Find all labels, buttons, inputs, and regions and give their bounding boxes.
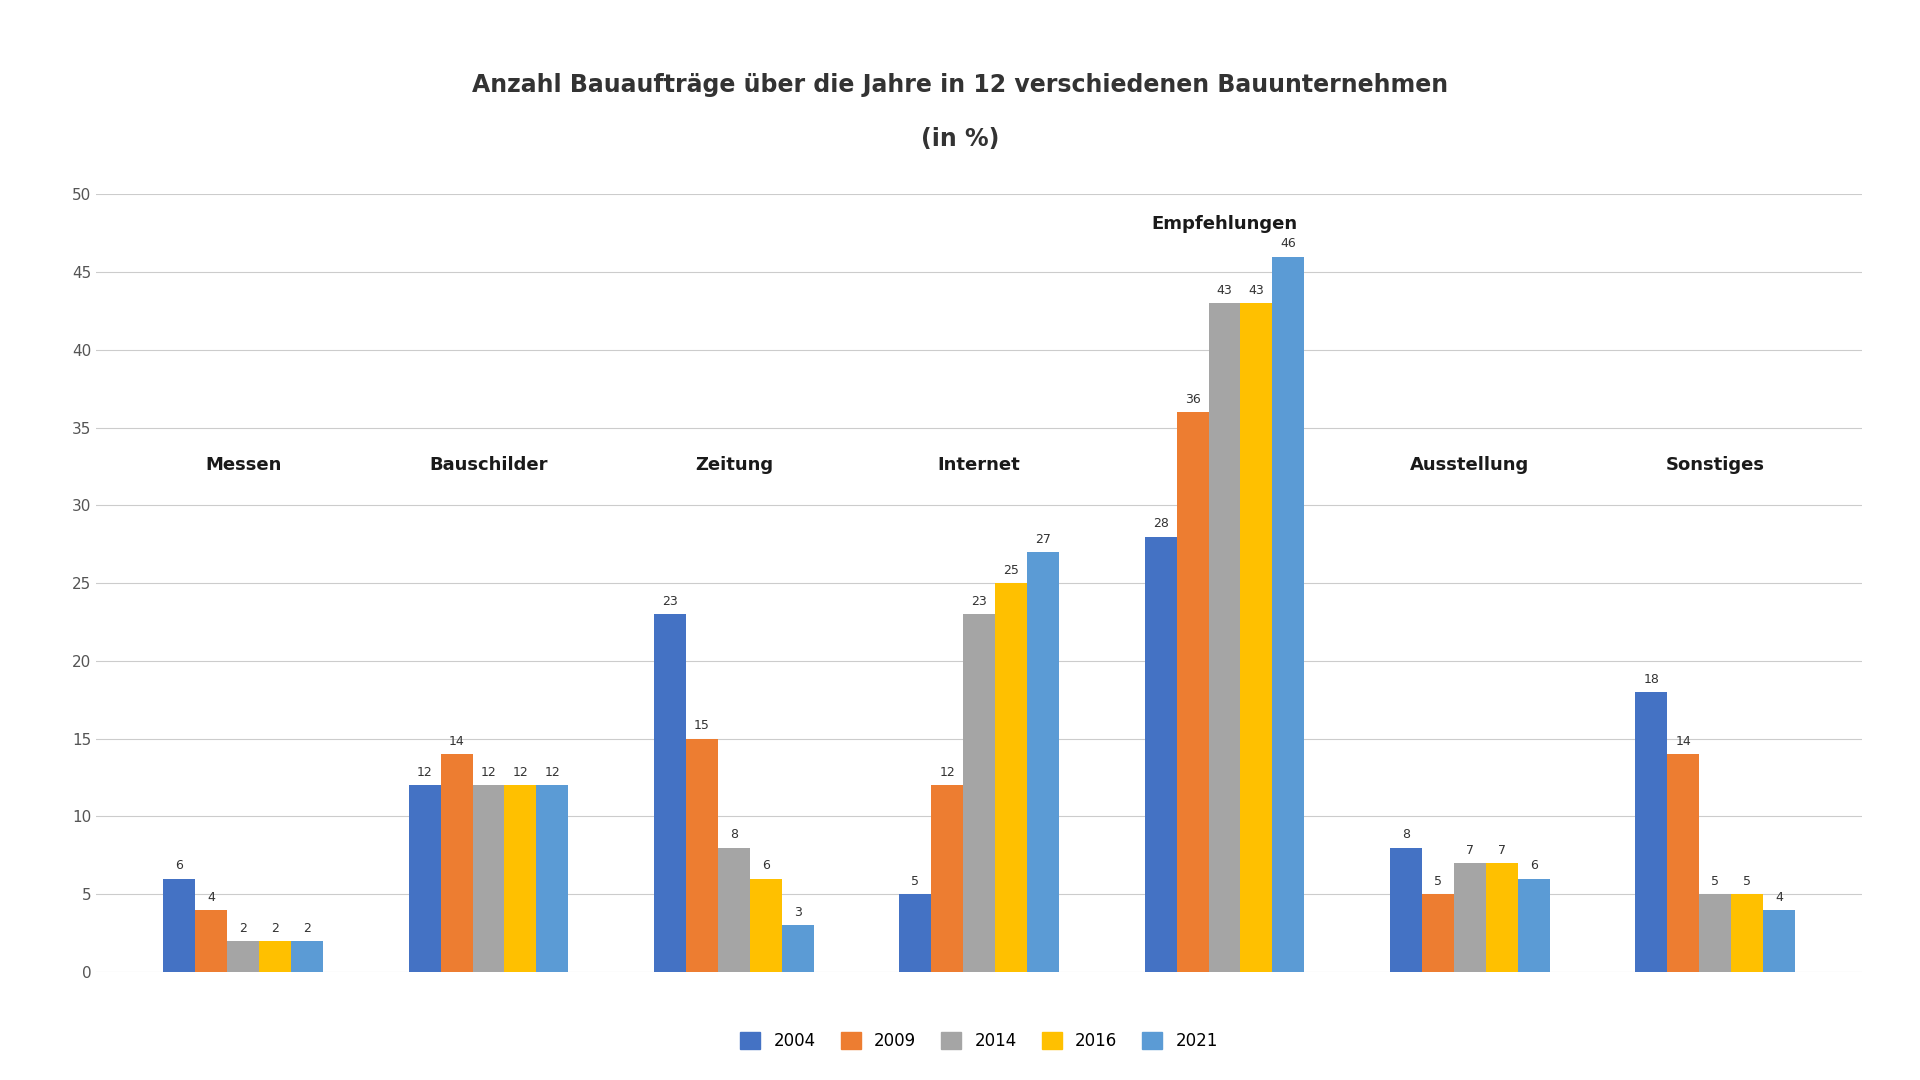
Text: 7: 7 (1465, 843, 1475, 856)
Bar (1423, 894, 1453, 972)
Text: Sonstiges: Sonstiges (1667, 457, 1764, 474)
Bar (1699, 894, 1732, 972)
Bar (781, 926, 814, 972)
Text: 12: 12 (545, 766, 561, 779)
Bar (472, 785, 505, 972)
Bar (505, 785, 536, 972)
Bar (751, 879, 781, 972)
Bar (931, 785, 964, 972)
Bar (292, 941, 323, 972)
Text: 5: 5 (1743, 875, 1751, 888)
Bar (1390, 848, 1423, 972)
Text: Messen: Messen (205, 457, 282, 474)
Bar (1208, 303, 1240, 972)
Bar (899, 894, 931, 972)
Text: 8: 8 (730, 828, 737, 841)
Legend: 2004, 2009, 2014, 2016, 2021: 2004, 2009, 2014, 2016, 2021 (733, 1026, 1225, 1057)
Text: Bauschilder: Bauschilder (430, 457, 547, 474)
Bar (995, 583, 1027, 972)
Text: Zeitung: Zeitung (695, 457, 774, 474)
Text: 12: 12 (513, 766, 528, 779)
Bar (409, 785, 442, 972)
Bar (655, 615, 685, 972)
Text: 5: 5 (912, 875, 920, 888)
Bar (1027, 552, 1060, 972)
Bar (964, 615, 995, 972)
Text: Ausstellung: Ausstellung (1411, 457, 1530, 474)
Text: Anzahl Bauaufträge über die Jahre in 12 verschiedenen Bauunternehmen: Anzahl Bauaufträge über die Jahre in 12 … (472, 73, 1448, 97)
Bar (1177, 413, 1208, 972)
Text: 12: 12 (939, 766, 954, 779)
Bar (196, 909, 227, 972)
Text: 43: 43 (1217, 284, 1233, 297)
Bar (718, 848, 751, 972)
Text: 28: 28 (1152, 517, 1169, 530)
Text: 4: 4 (1776, 891, 1784, 904)
Bar (1273, 257, 1304, 972)
Text: 18: 18 (1644, 673, 1659, 686)
Bar (1144, 537, 1177, 972)
Bar (163, 879, 196, 972)
Text: 2: 2 (303, 921, 311, 934)
Bar (685, 739, 718, 972)
Text: 3: 3 (793, 906, 801, 919)
Text: 7: 7 (1498, 843, 1505, 856)
Bar (1240, 303, 1273, 972)
Bar (442, 754, 472, 972)
Text: 5: 5 (1711, 875, 1718, 888)
Bar (1517, 879, 1549, 972)
Text: Internet: Internet (937, 457, 1021, 474)
Text: 2: 2 (240, 921, 248, 934)
Text: 36: 36 (1185, 393, 1200, 406)
Text: 12: 12 (417, 766, 432, 779)
Text: 46: 46 (1281, 238, 1296, 251)
Text: 6: 6 (175, 860, 182, 873)
Text: 23: 23 (662, 595, 678, 608)
Text: 12: 12 (480, 766, 497, 779)
Text: 23: 23 (972, 595, 987, 608)
Text: 14: 14 (449, 735, 465, 748)
Bar (1486, 863, 1517, 972)
Text: 25: 25 (1002, 564, 1020, 577)
Bar (227, 941, 259, 972)
Bar (536, 785, 568, 972)
Bar (1667, 754, 1699, 972)
Text: 4: 4 (207, 891, 215, 904)
Text: 27: 27 (1035, 532, 1050, 545)
Text: 14: 14 (1676, 735, 1692, 748)
Text: 43: 43 (1248, 284, 1263, 297)
Bar (1763, 909, 1795, 972)
Text: (in %): (in %) (922, 127, 998, 151)
Bar (1732, 894, 1763, 972)
Text: 5: 5 (1434, 875, 1442, 888)
Text: 15: 15 (693, 719, 710, 732)
Bar (1636, 692, 1667, 972)
Text: 6: 6 (1530, 860, 1538, 873)
Text: 6: 6 (762, 860, 770, 873)
Text: Empfehlungen: Empfehlungen (1152, 215, 1298, 233)
Text: 2: 2 (271, 921, 278, 934)
Text: 8: 8 (1402, 828, 1409, 841)
Bar (259, 941, 292, 972)
Bar (1453, 863, 1486, 972)
